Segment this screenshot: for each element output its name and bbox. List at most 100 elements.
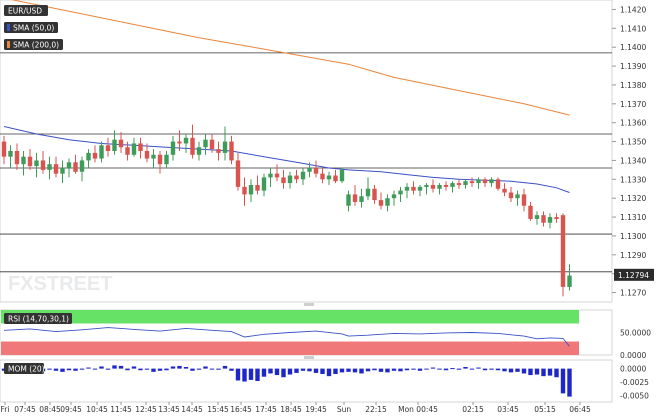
rsi-line <box>3 327 570 347</box>
candle-body <box>398 190 403 195</box>
mom-panel <box>0 359 613 403</box>
candle-body <box>372 188 377 201</box>
mom-bar <box>398 368 403 372</box>
mom-bar <box>391 368 397 371</box>
candle-body <box>554 217 559 219</box>
rsi-tag-box <box>4 313 72 324</box>
mom-bar <box>131 366 137 369</box>
mom-bar <box>1 368 7 371</box>
mom-bar <box>92 368 98 370</box>
candle-body <box>417 186 423 191</box>
candle-body <box>125 147 130 155</box>
mom-bar <box>313 368 319 373</box>
mom-bar <box>138 368 143 371</box>
candle-body <box>560 215 566 287</box>
price-tick-label: 1.1330 <box>620 175 646 184</box>
mom-tick-label: -0.0025 <box>620 378 649 387</box>
candle-body <box>385 198 390 206</box>
mom-bar <box>229 368 234 371</box>
time-tick-label: Fri <box>1 405 10 414</box>
mom-bar <box>60 368 65 372</box>
candle-body <box>567 275 572 287</box>
mom-bar <box>560 368 566 394</box>
candle-body <box>502 188 507 193</box>
candle-body <box>14 151 20 165</box>
candle-body <box>53 164 59 174</box>
candle-body <box>313 167 319 174</box>
candle-body <box>482 179 488 184</box>
rsi-tag-label: RSI (14,70,30,1) <box>8 315 69 324</box>
candle-body <box>222 141 228 153</box>
mom-bar <box>183 367 189 369</box>
price-tick-label: 1.1390 <box>620 62 646 71</box>
candle-body <box>333 175 338 182</box>
mom-bar <box>268 368 273 374</box>
mom-bar <box>502 368 507 372</box>
candle-body <box>495 179 501 189</box>
candle-body <box>170 141 176 155</box>
sma-50-tag-label: SMA (50,0) <box>13 24 54 33</box>
candle-body <box>326 175 332 180</box>
candle-body <box>60 167 65 174</box>
candle-body <box>131 143 137 155</box>
mom-bar <box>177 365 182 369</box>
mom-bar <box>255 368 260 381</box>
candle-body <box>151 154 156 159</box>
mom-bar <box>170 366 176 369</box>
candle-body <box>547 217 553 223</box>
mom-bar <box>79 368 85 370</box>
mom-bar <box>216 368 221 370</box>
candle-body <box>476 179 481 184</box>
candle-body <box>196 147 202 155</box>
mom-bar <box>456 368 462 370</box>
mom-tag-box <box>4 363 44 374</box>
sma-50-tag-swatch <box>7 24 10 31</box>
mom-bar <box>567 368 572 397</box>
candle-body <box>287 175 293 184</box>
candle-body <box>346 194 351 206</box>
candle-body <box>92 152 98 159</box>
mom-bar <box>365 368 371 372</box>
mom-bar <box>339 368 345 373</box>
rsi-tick-label: 0.0000 <box>620 351 646 360</box>
mom-bar <box>105 368 111 370</box>
candle-body <box>209 139 215 150</box>
candle-body <box>79 160 85 172</box>
price-tick-label: 1.1380 <box>620 81 646 90</box>
mom-bar <box>450 368 455 370</box>
candle-body <box>541 215 546 223</box>
main-panel <box>0 0 613 303</box>
mom-bar <box>151 368 156 372</box>
mom-bar <box>73 368 78 371</box>
mom-bar <box>320 368 325 374</box>
candle-body <box>450 183 455 187</box>
sma-200-tag-label: SMA (200,0) <box>13 41 59 50</box>
candle-body <box>378 200 384 206</box>
mom-bar <box>248 368 254 380</box>
mom-bar <box>333 368 338 374</box>
price-tick-label: 1.1360 <box>620 119 646 128</box>
candle-body <box>157 154 163 165</box>
price-tick-label: 1.1420 <box>620 5 646 14</box>
panel-splitter <box>304 356 314 359</box>
candle-body <box>118 139 124 148</box>
mom-bar <box>47 368 52 370</box>
candle-body <box>1 141 7 157</box>
candle-body <box>391 194 397 199</box>
candle-body <box>261 177 267 191</box>
mom-bar <box>359 368 364 374</box>
mom-bar <box>482 368 488 371</box>
candle-body <box>8 151 13 157</box>
mom-bar <box>118 365 124 369</box>
candle-body <box>73 162 78 172</box>
price-tick-label: 1.1270 <box>620 289 646 298</box>
mom-bar <box>235 368 241 381</box>
time-tick-label: 06:45 <box>569 405 591 414</box>
candle-body <box>430 184 436 189</box>
candle-body <box>411 186 416 191</box>
candle-body <box>21 156 26 165</box>
mom-bar <box>242 368 247 382</box>
candle-body <box>99 145 104 159</box>
candle-body <box>86 152 91 161</box>
